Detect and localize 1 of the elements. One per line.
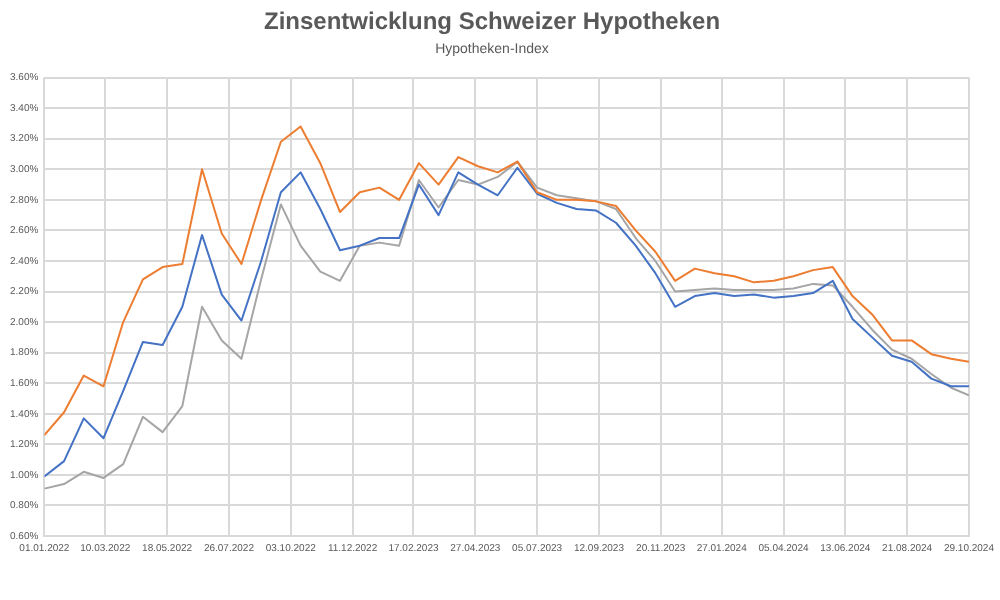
chart-title: Zinsentwicklung Schweizer Hypotheken (263, 7, 721, 36)
